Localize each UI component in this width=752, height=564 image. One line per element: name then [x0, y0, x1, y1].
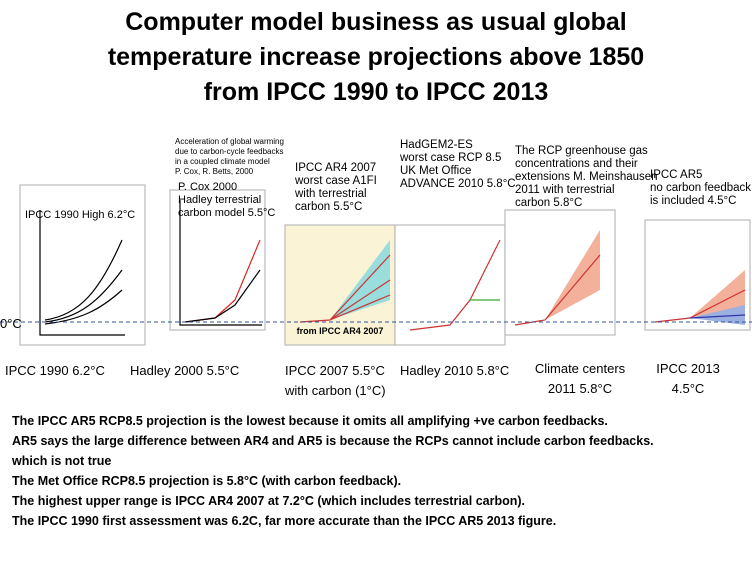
chart-images [19, 184, 751, 346]
panel-header: Acceleration of global warming [175, 137, 284, 146]
panel-caption: ADVANCE 2010 5.8°C [400, 178, 516, 190]
panel-caption: 2011 with terrestrial [515, 184, 615, 196]
inner-label: from IPCC AR4 2007 [297, 326, 384, 336]
panel-header: in a coupled climate model [175, 157, 270, 166]
title: temperature increase projections above 1… [108, 43, 644, 71]
panel-caption: IPCC 1990 High 6.2°C [25, 209, 135, 221]
panel-label: IPCC 1990 6.2°C [5, 363, 105, 378]
panel-caption: extensions M. Meinshausen [515, 171, 658, 183]
panel-caption: no carbon feedback [650, 182, 751, 194]
panel-caption: worst case A1FI [294, 175, 377, 187]
panel-caption: IPCC AR4 2007 [295, 162, 376, 174]
panel-label: 4.5°C [672, 381, 705, 396]
zero-label: 0°C [0, 316, 22, 331]
panel-label: IPCC 2007 5.5°C [285, 363, 385, 378]
panel-caption: worst case RCP 8.5 [399, 152, 501, 164]
panel-caption: is included 4.5°C [650, 195, 736, 207]
panel-caption: The RCP greenhouse gas [515, 145, 648, 157]
panel-caption: UK Met Office [400, 165, 471, 177]
panel-header: due to carbon-cycle feedbacks [175, 147, 284, 156]
note: The highest upper range is IPCC AR4 2007… [12, 494, 525, 508]
panel-header: P. Cox, R. Betts, 2000 [175, 167, 254, 176]
panel-caption: IPCC AR5 [650, 169, 702, 181]
panel-label: Hadley 2000 5.5°C [130, 363, 239, 378]
panel-caption: carbon model 5.5°C [178, 207, 275, 219]
panel-caption: carbon 5.8°C [515, 197, 582, 209]
panel-label: IPCC 2013 [656, 361, 720, 376]
note: The IPCC 1990 first assessment was 6.2C,… [12, 514, 556, 528]
title: from IPCC 1990 to IPCC 2013 [204, 78, 549, 106]
note: The IPCC AR5 RCP8.5 projection is the lo… [12, 414, 608, 428]
panel-label: Hadley 2010 5.8°C [400, 363, 509, 378]
panel-caption: P. Cox 2000 [178, 181, 237, 193]
note: which is not true [11, 454, 111, 468]
panel-label: Climate centers [535, 361, 626, 376]
panel-caption: with terrestrial [294, 188, 367, 200]
title: Computer model business as usual global [125, 8, 627, 36]
panel-caption: Hadley terrestrial [178, 194, 261, 206]
note: AR5 says the large difference between AR… [12, 434, 654, 448]
panel-label: 2011 5.8°C [548, 381, 612, 396]
panel-caption: concentrations and their [515, 158, 638, 170]
note: The Met Office RCP8.5 projection is 5.8°… [12, 474, 401, 488]
panel-caption: carbon 5.5°C [295, 201, 362, 213]
panel-label: with carbon (1°C) [284, 383, 386, 398]
panel-caption: HadGEM2-ES [400, 139, 473, 151]
